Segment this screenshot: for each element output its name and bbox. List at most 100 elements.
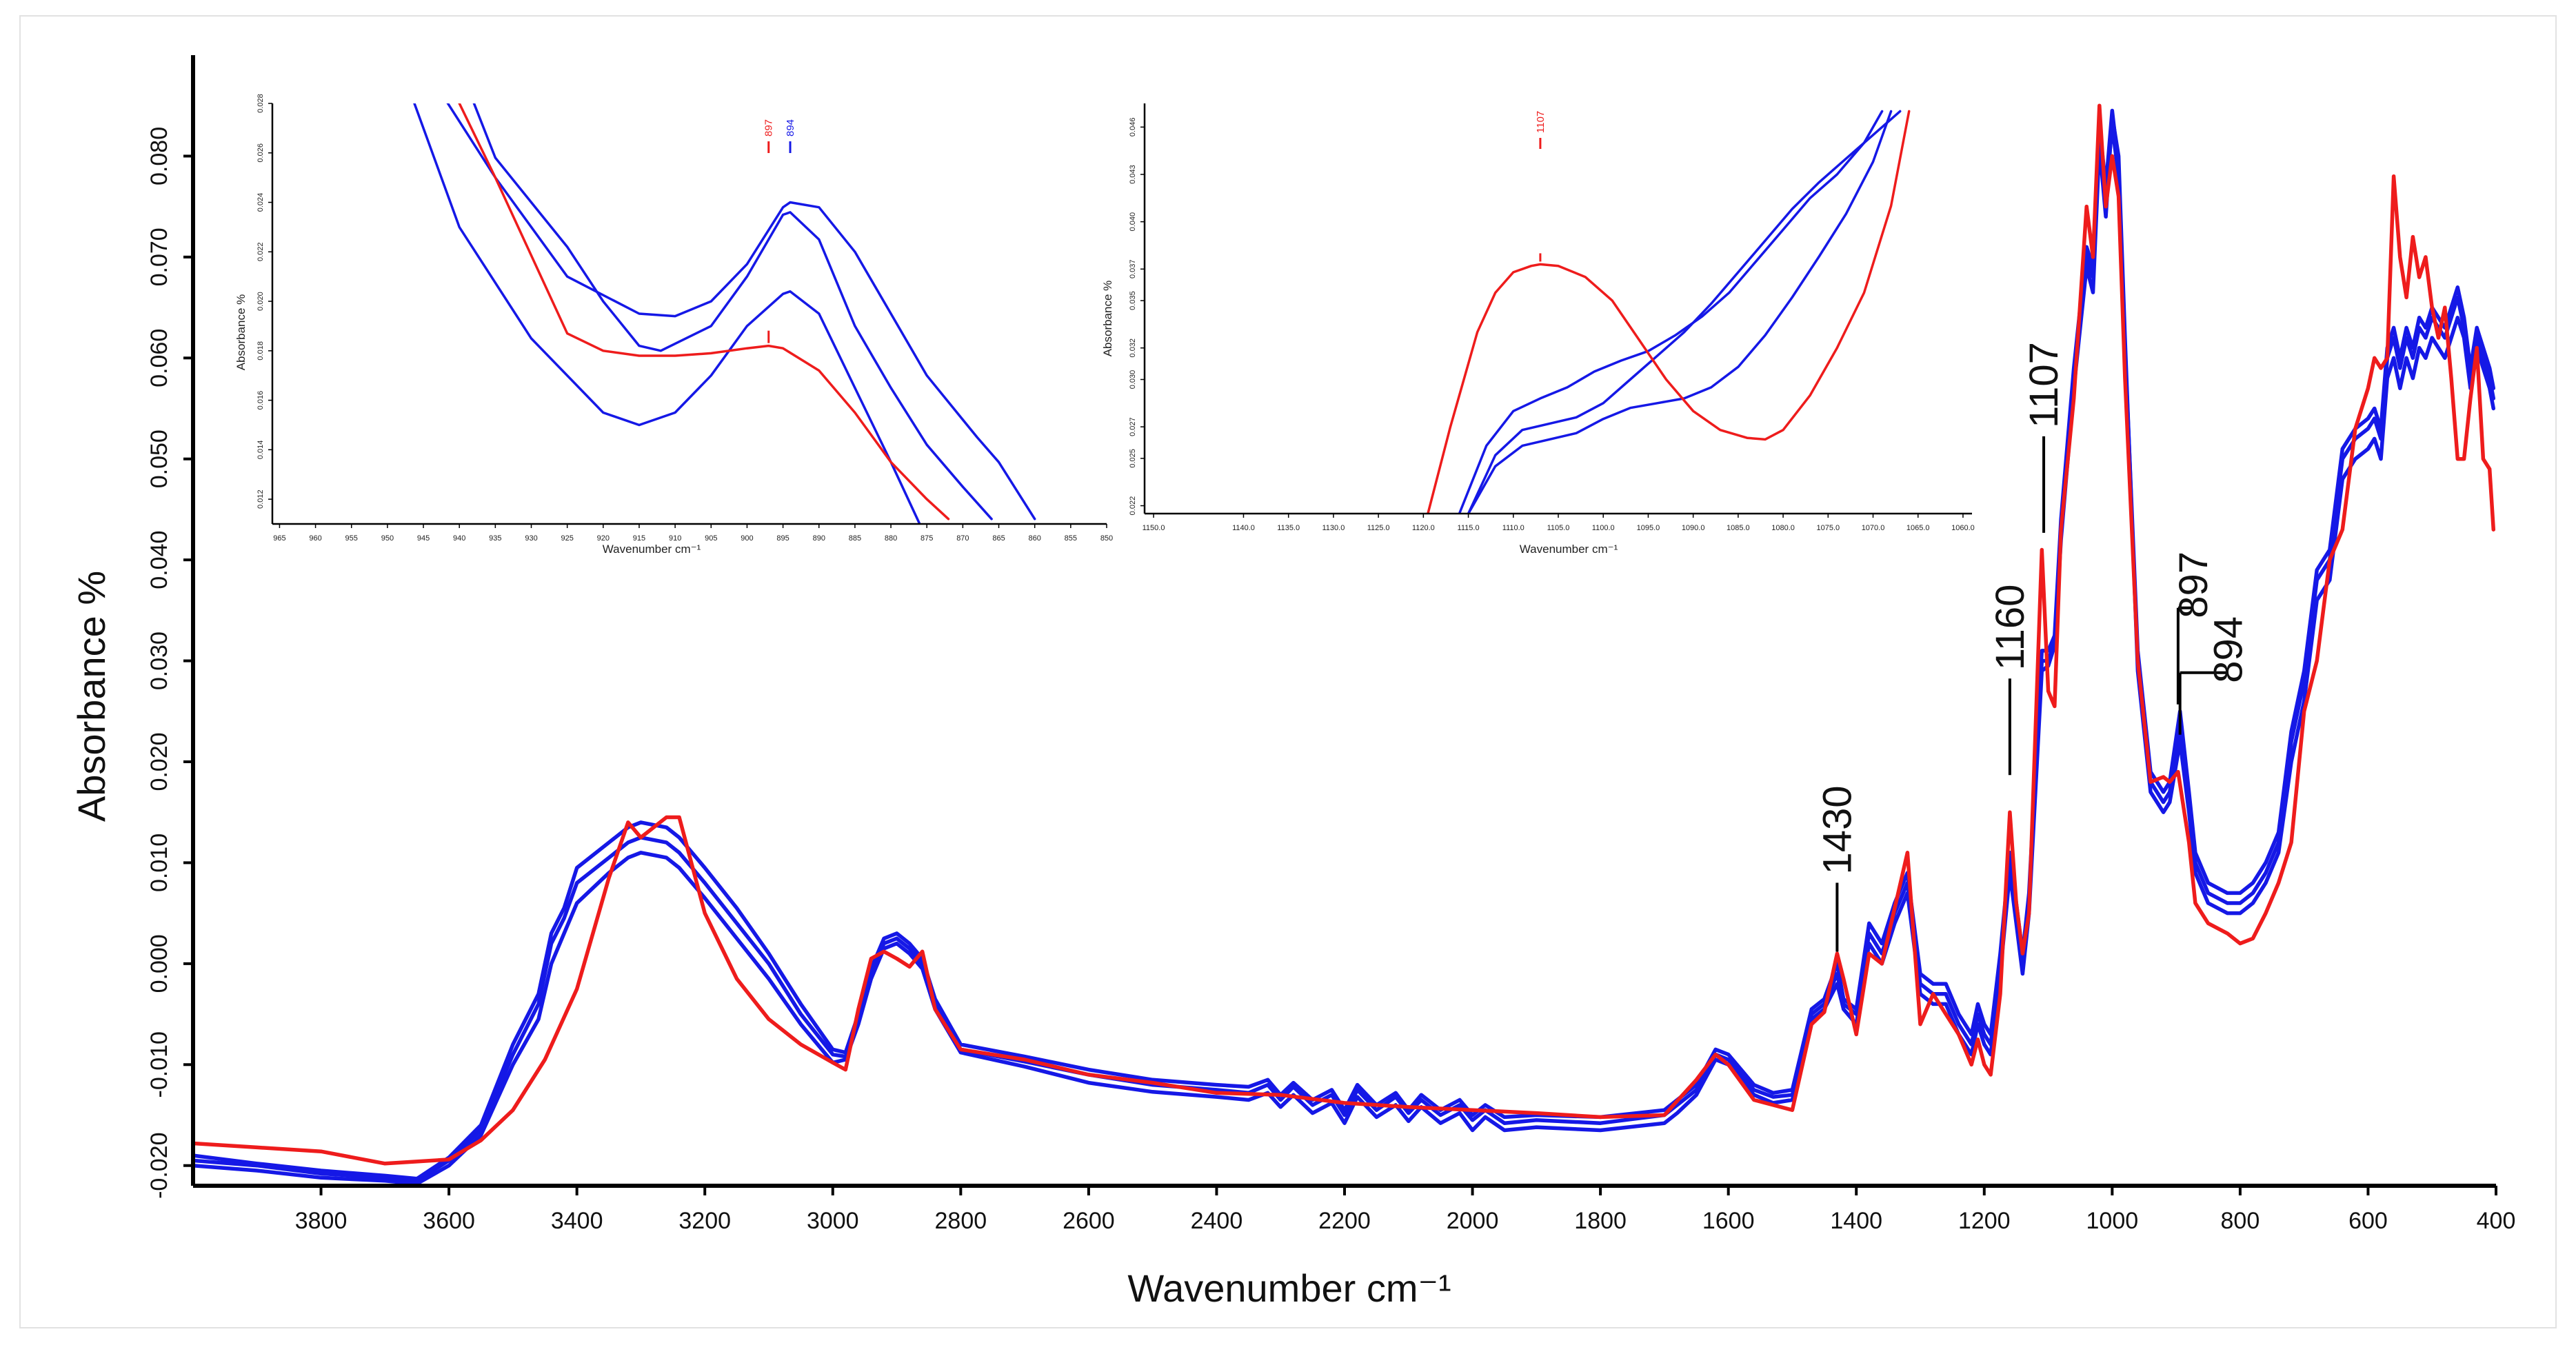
inset2-x-tick-label: 1060.0 (1951, 524, 1975, 532)
inset1-x-tick-label: 900 (741, 534, 753, 543)
inset1-x-tick-label: 925 (561, 534, 573, 543)
x-axis-title: Wavenumber cm⁻¹ (1127, 1266, 1451, 1310)
inset1-series-blue-3 (472, 103, 993, 520)
main-plot: 3800 3600 3400 3200 3000 2800 2600 2400 2200 2000… (70, 55, 2515, 1310)
inset2-y-tick-label: 0.037 (1129, 260, 1137, 279)
inset1-x-tick-label: 915 (633, 534, 645, 543)
inset2-series-blue-2 (1467, 110, 1902, 514)
inset2-x-tick-label: 1100.0 (1592, 524, 1615, 532)
y-tick-label: 0.050 (146, 429, 172, 488)
inset2-series-group (1427, 110, 1911, 514)
x-tick-label: 1800 (1574, 1208, 1627, 1234)
inset2-series-blue-3 (1467, 110, 1893, 514)
inset1-y-tick-label: 0.026 (256, 143, 265, 163)
main-series-group (193, 103, 2496, 1186)
inset1-x-tick-label: 855 (1065, 534, 1077, 543)
y-tick-label: 0.030 (146, 631, 172, 690)
inset1-y-tick-label: 0.020 (256, 292, 265, 311)
inset1-peak-label-894: 894 (785, 119, 796, 136)
inset2-y-tick-label: 0.030 (1129, 370, 1137, 390)
inset-plot-894-897: 965 960 955 950 945 940 935 930 925 920 915 910 905 9… (234, 94, 1113, 556)
inset-plot-1107: 1150.0 1140.0 1135.0 1130.0 1125.0 1120.0 1115… (1101, 103, 1975, 556)
y-tick-label: 0.080 (146, 127, 172, 185)
x-tick-label: 2200 (1318, 1208, 1371, 1234)
inset2-x-tick-label: 1075.0 (1816, 524, 1840, 532)
x-tick-label: 400 (2477, 1208, 2516, 1234)
peak-label-1107: 1107 (2022, 342, 2066, 428)
inset2-x-tick-label: 1090.0 (1682, 524, 1705, 532)
inset2-x-tick-label: 1135.0 (1277, 524, 1300, 532)
x-tick-label: 600 (2348, 1208, 2388, 1234)
y-tick-label: 0.010 (146, 833, 172, 892)
y-axis-title: Absorbance % (70, 571, 113, 822)
inset1-x-tick-label: 940 (453, 534, 465, 543)
main-series-blue-2 (193, 114, 2496, 1186)
inset1-y-axis-title: Absorbance % (234, 294, 248, 371)
inset2-peak-label-1107: 1107 (1535, 111, 1547, 133)
x-tick-label: 2400 (1191, 1208, 1243, 1234)
inset2-y-tick-label: 0.022 (1129, 496, 1137, 516)
inset1-series-group (413, 103, 1036, 524)
x-tick-label: 800 (2221, 1208, 2260, 1234)
inset2-x-tick-label: 1125.0 (1367, 524, 1390, 532)
inset1-x-tick-label: 880 (885, 534, 897, 543)
inset2-x-tick-label: 1085.0 (1727, 524, 1750, 532)
x-tick-label: 2000 (1447, 1208, 1499, 1234)
y-tick-label: 0.060 (146, 329, 172, 387)
inset2-x-tick-label: 1070.0 (1862, 524, 1885, 532)
x-tick-label: 3400 (551, 1208, 603, 1234)
main-series-red (193, 103, 2496, 1166)
inset2-y-tick-label: 0.032 (1129, 338, 1137, 358)
inset2-y-axis-title: Absorbance % (1101, 281, 1114, 357)
inset2-series-red (1427, 110, 1911, 514)
inset1-y-tick-label: 0.028 (256, 94, 265, 113)
inset2-x-tick-label: 1110.0 (1502, 524, 1525, 532)
peak-label-1160: 1160 (1988, 585, 2033, 671)
inset1-axes: 965 960 955 950 945 940 935 930 925 920 915 910 905 9… (256, 94, 1113, 543)
inset2-y-tick-label: 0.035 (1129, 291, 1137, 310)
inset2-x-tick-label: 1080.0 (1771, 524, 1795, 532)
inset2-y-tick-label: 0.040 (1129, 212, 1137, 232)
inset1-x-tick-label: 910 (669, 534, 681, 543)
inset2-x-axis-title: Wavenumber cm⁻¹ (1520, 543, 1618, 556)
inset1-x-tick-label: 865 (992, 534, 1005, 543)
inset1-y-tick-label: 0.022 (256, 243, 265, 262)
y-tick-label: 0.000 (146, 934, 172, 993)
inset1-x-tick-label: 860 (1029, 534, 1041, 543)
inset1-x-tick-label: 960 (309, 534, 321, 543)
y-tick-label: 0.070 (146, 227, 172, 286)
inset1-x-axis-title: Wavenumber cm⁻¹ (603, 543, 701, 556)
x-tick-label: 3200 (678, 1208, 731, 1234)
inset1-x-tick-label: 935 (489, 534, 501, 543)
inset2-y-tick-label: 0.027 (1129, 417, 1137, 436)
inset1-annotations: 897 894 (763, 119, 796, 343)
x-tick-label: 1200 (1958, 1208, 2011, 1234)
y-tick-label: -0.020 (146, 1133, 172, 1199)
inset2-y-tick-label: 0.046 (1129, 118, 1137, 137)
inset1-x-tick-label: 905 (705, 534, 717, 543)
inset2-x-tick-label: 1115.0 (1458, 524, 1480, 532)
peak-label-897: 897 (2171, 552, 2216, 618)
inset1-y-tick-label: 0.012 (256, 489, 265, 509)
inset2-x-tick-label: 1095.0 (1637, 524, 1660, 532)
x-tick-label: 1000 (2086, 1208, 2139, 1234)
y-tick-label: -0.010 (146, 1031, 172, 1098)
x-tick-label: 2600 (1063, 1208, 1115, 1234)
inset2-x-tick-label: 1120.0 (1412, 524, 1435, 532)
x-tick-label: 1400 (1830, 1208, 1882, 1234)
inset1-series-blue-1 (446, 103, 1036, 520)
inset1-x-tick-label: 950 (381, 534, 394, 543)
inset1-y-tick-label: 0.016 (256, 391, 265, 410)
inset1-x-tick-label: 920 (597, 534, 610, 543)
inset1-x-tick-label: 875 (920, 534, 933, 543)
inset2-y-tick-label: 0.025 (1129, 449, 1137, 468)
inset2-x-tick-label: 1105.0 (1547, 524, 1570, 532)
y-tick-label: 0.020 (146, 732, 172, 791)
main-axes: 3800 3600 3400 3200 3000 2800 2600 2400 2200 2000… (146, 55, 2515, 1234)
inset2-x-tick-label: 1140.0 (1232, 524, 1255, 532)
x-tick-label: 3800 (295, 1208, 348, 1234)
inset1-x-tick-label: 930 (525, 534, 537, 543)
inset1-x-tick-label: 850 (1100, 534, 1113, 543)
